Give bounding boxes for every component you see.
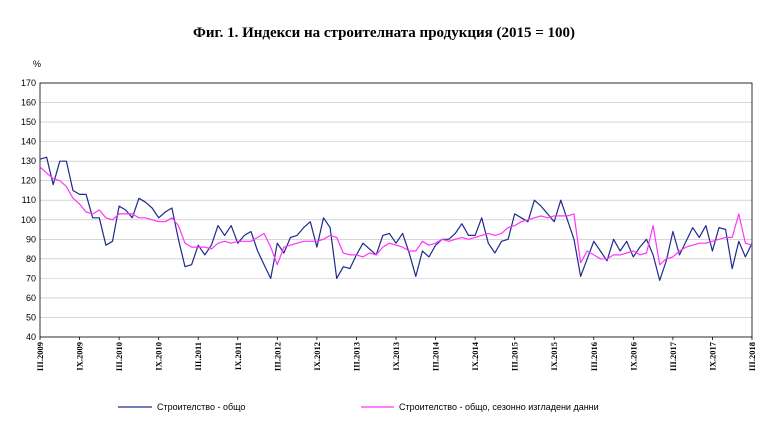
gridlines xyxy=(40,83,752,337)
x-tick-label: IX.2010 xyxy=(154,342,164,371)
series-lines xyxy=(40,157,752,280)
y-tick-label: 80 xyxy=(26,254,36,264)
x-tick-label: III.2014 xyxy=(431,341,441,371)
x-axis: III.2009 IX.2009 III.2010 IX.2010 III.2011 IX… xyxy=(35,337,757,371)
x-tick-label: III.2013 xyxy=(351,342,361,371)
x-tick-label: IX.2016 xyxy=(628,342,638,371)
y-tick-label: 110 xyxy=(22,195,36,205)
x-tick-label: IX.2013 xyxy=(391,342,401,371)
chart-title: Фиг. 1. Индекси на строителната продукци… xyxy=(193,25,575,41)
x-tick-label: III.2018 xyxy=(747,342,757,371)
x-tick-label: IX.2012 xyxy=(312,342,322,371)
y-tick-label: 130 xyxy=(21,156,36,166)
x-tick-label: III.2015 xyxy=(510,342,520,371)
y-tick-label: 70 xyxy=(26,273,36,283)
y-tick-label: 60 xyxy=(26,293,36,303)
x-tick-label: III.2011 xyxy=(193,342,203,371)
x-tick-label: III.2009 xyxy=(35,342,45,371)
y-tick-label: 170 xyxy=(21,78,36,88)
legend-label-total: Строителство - общо xyxy=(157,402,245,412)
x-tick-label: IX.2009 xyxy=(75,342,85,371)
x-tick-label: IX.2017 xyxy=(707,341,717,370)
x-tick-label: III.2017 xyxy=(668,341,678,371)
x-tick-label: III.2012 xyxy=(272,342,282,371)
y-tick-label: 40 xyxy=(26,332,36,342)
y-tick-label: 160 xyxy=(21,98,36,108)
legend-label-seasonal: Строителство - общо, сезонно изгладени д… xyxy=(399,402,599,412)
x-tick-label: IX.2014 xyxy=(470,341,480,370)
y-tick-label: 90 xyxy=(26,234,36,244)
x-tick-label: III.2016 xyxy=(589,342,599,371)
y-tick-label: 140 xyxy=(21,137,36,147)
y-tick-label: 100 xyxy=(21,215,36,225)
legend: Строителство - общо Строителство - общо,… xyxy=(118,402,599,412)
y-tick-label: 50 xyxy=(26,312,36,322)
y-axis: 40 50 60 70 80 90 100 110 120 130 140 150 160 170 xyxy=(21,78,36,342)
plot-area xyxy=(40,83,752,337)
y-tick-label: 120 xyxy=(21,176,36,186)
x-tick-label: III.2010 xyxy=(114,342,124,371)
chart: Фиг. 1. Индекси на строителната продукци… xyxy=(0,0,768,427)
x-tick-label: IX.2015 xyxy=(549,342,559,371)
y-tick-label: 150 xyxy=(21,117,36,127)
y-axis-unit-label: % xyxy=(33,59,41,69)
x-tick-label: IX.2011 xyxy=(233,342,243,370)
series-line-seasonal xyxy=(40,167,752,265)
